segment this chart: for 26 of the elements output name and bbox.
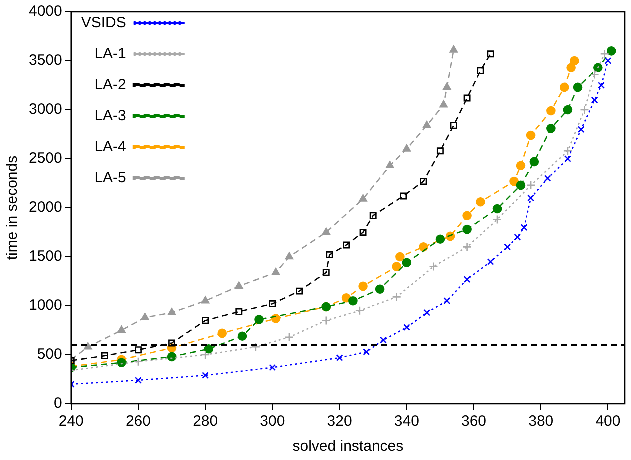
x-tick-label: 360 (461, 413, 487, 430)
legend-label: LA-4 (94, 138, 126, 156)
legend-label: LA-1 (94, 46, 126, 63)
y-tick-label: 4000 (28, 3, 62, 20)
x-tick-label: 340 (394, 413, 420, 430)
y-tick-label: 2500 (28, 150, 62, 168)
legend-label: LA-5 (94, 170, 126, 187)
y-tick-label: 2000 (28, 199, 62, 216)
x-tick-label: 380 (528, 413, 554, 430)
x-tick-label: 400 (596, 413, 621, 430)
legend-label: LA-2 (94, 76, 126, 94)
legend-label: LA-3 (94, 108, 126, 125)
x-tick-label: 320 (327, 413, 352, 430)
x-tick-label: 280 (193, 413, 218, 430)
x-tick-label: 300 (260, 413, 286, 430)
x-tick-label: 260 (126, 413, 151, 430)
y-tick-label: 3500 (28, 52, 62, 70)
y-tick-label: 1000 (28, 297, 62, 314)
x-axis-title: solved instances (292, 438, 404, 456)
y-tick-label: 1500 (28, 248, 62, 266)
y-tick-label: 500 (37, 346, 62, 364)
legend-label: VSIDS (81, 14, 126, 32)
y-tick-label: 3000 (28, 101, 62, 118)
x-tick-label: 240 (58, 413, 84, 430)
y-axis-title: time in seconds (4, 156, 22, 260)
y-tick-label: 0 (54, 395, 62, 412)
